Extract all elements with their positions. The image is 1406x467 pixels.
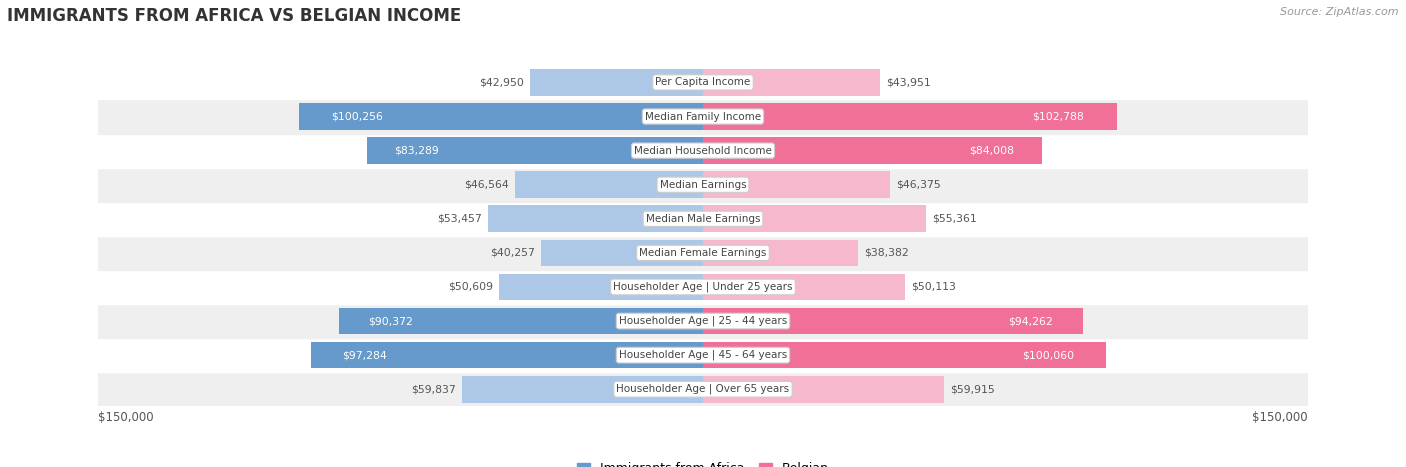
Text: $90,372: $90,372 xyxy=(368,316,413,326)
Text: Householder Age | Over 65 years: Householder Age | Over 65 years xyxy=(616,384,790,395)
Text: $84,008: $84,008 xyxy=(970,146,1015,156)
Bar xyxy=(703,308,1083,334)
Bar xyxy=(299,103,703,130)
Bar xyxy=(488,205,703,232)
Text: $150,000: $150,000 xyxy=(98,411,155,424)
Text: $97,284: $97,284 xyxy=(342,350,387,360)
Bar xyxy=(98,168,1308,202)
Bar xyxy=(98,372,1308,406)
Text: IMMIGRANTS FROM AFRICA VS BELGIAN INCOME: IMMIGRANTS FROM AFRICA VS BELGIAN INCOME xyxy=(7,7,461,25)
Bar xyxy=(703,342,1107,368)
Text: $102,788: $102,788 xyxy=(1032,112,1084,121)
Bar xyxy=(703,69,880,96)
Text: $100,060: $100,060 xyxy=(1022,350,1074,360)
Bar xyxy=(461,376,703,403)
Text: $94,262: $94,262 xyxy=(1008,316,1053,326)
Text: $55,361: $55,361 xyxy=(932,214,977,224)
Text: $83,289: $83,289 xyxy=(394,146,439,156)
Bar xyxy=(98,99,1308,134)
Bar xyxy=(98,338,1308,372)
Text: Median Household Income: Median Household Income xyxy=(634,146,772,156)
Text: $59,915: $59,915 xyxy=(950,384,995,394)
Text: Householder Age | Under 25 years: Householder Age | Under 25 years xyxy=(613,282,793,292)
Text: $38,382: $38,382 xyxy=(863,248,908,258)
Text: Median Male Earnings: Median Male Earnings xyxy=(645,214,761,224)
Bar xyxy=(499,274,703,300)
Text: Householder Age | 45 - 64 years: Householder Age | 45 - 64 years xyxy=(619,350,787,361)
Text: Per Capita Income: Per Capita Income xyxy=(655,78,751,87)
Text: $43,951: $43,951 xyxy=(886,78,931,87)
Text: $46,564: $46,564 xyxy=(464,180,509,190)
Text: Householder Age | 25 - 44 years: Householder Age | 25 - 44 years xyxy=(619,316,787,326)
Text: $100,256: $100,256 xyxy=(332,112,382,121)
Text: $53,457: $53,457 xyxy=(437,214,481,224)
Bar xyxy=(98,304,1308,338)
Text: $150,000: $150,000 xyxy=(1251,411,1308,424)
Bar xyxy=(98,236,1308,270)
Text: Source: ZipAtlas.com: Source: ZipAtlas.com xyxy=(1281,7,1399,17)
Bar xyxy=(703,376,945,403)
Bar xyxy=(703,103,1118,130)
Bar xyxy=(516,171,703,198)
Text: Median Earnings: Median Earnings xyxy=(659,180,747,190)
Bar xyxy=(541,240,703,266)
Bar xyxy=(703,137,1042,164)
Bar xyxy=(98,202,1308,236)
Bar xyxy=(98,270,1308,304)
Bar xyxy=(367,137,703,164)
Bar xyxy=(339,308,703,334)
Bar xyxy=(703,171,890,198)
Text: $59,837: $59,837 xyxy=(411,384,456,394)
Text: $50,113: $50,113 xyxy=(911,282,956,292)
Text: $46,375: $46,375 xyxy=(896,180,941,190)
Text: Median Female Earnings: Median Female Earnings xyxy=(640,248,766,258)
Bar xyxy=(703,205,927,232)
Bar xyxy=(703,240,858,266)
Text: $40,257: $40,257 xyxy=(489,248,534,258)
Text: Median Family Income: Median Family Income xyxy=(645,112,761,121)
Text: $50,609: $50,609 xyxy=(449,282,494,292)
Text: $42,950: $42,950 xyxy=(479,78,524,87)
Legend: Immigrants from Africa, Belgian: Immigrants from Africa, Belgian xyxy=(578,462,828,467)
Bar xyxy=(98,134,1308,168)
Bar xyxy=(530,69,703,96)
Bar xyxy=(703,274,905,300)
Bar xyxy=(98,65,1308,99)
Bar xyxy=(311,342,703,368)
